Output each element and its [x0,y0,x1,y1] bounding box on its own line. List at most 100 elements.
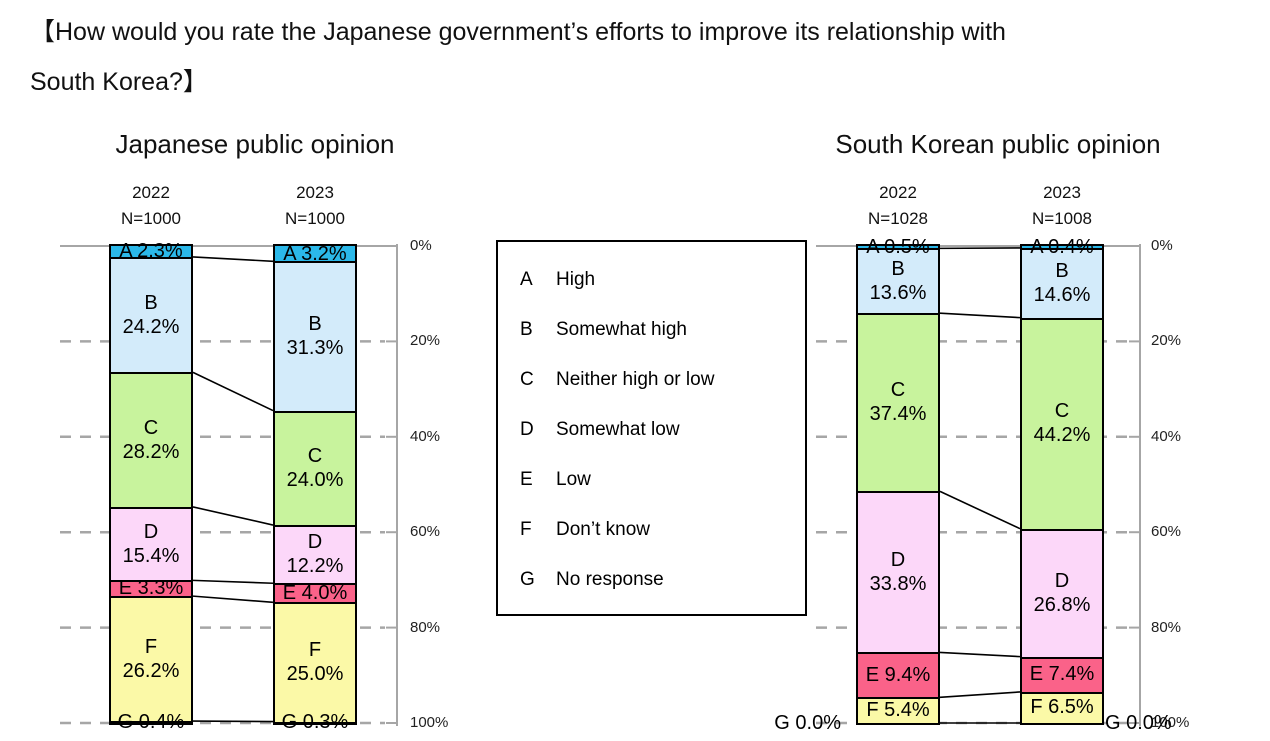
column-year: 2022 [879,183,917,202]
segment-C [1022,317,1102,529]
segment-F [111,596,191,722]
axis-tick-label: 0% [410,237,432,254]
legend-code: G [520,569,535,590]
segment-D [111,506,191,581]
axis-tick-label: 40% [410,427,441,445]
segment-label-D: D 33.8% [869,548,927,595]
legend-item-a: A High [520,255,805,305]
axis-tick-label: 60% [1151,523,1182,541]
connector-line [939,490,1021,530]
legend-item-b: B Somewhat high [520,305,805,355]
column-n: N=1000 [284,209,346,228]
japan-chart-title: Japanese public opinion [115,129,395,159]
segment-label-D: D 15.4% [122,520,180,567]
segment-A [275,246,355,262]
segment-label-A: A 0.5% [866,236,930,259]
connector-line [939,651,1021,658]
segment-label-F: F 26.2% [122,635,180,682]
connector-line [939,691,1021,699]
segment-label-E: E 7.4% [1029,663,1095,686]
legend-code: C [520,369,534,390]
legend-label: Somewhat low [556,419,680,440]
segment-label-E: E 9.4% [865,663,931,686]
segment-label-G: G 0.4% [117,711,185,734]
connector-line [192,371,274,412]
segment-F [1022,691,1102,723]
segment-label-C: C 37.4% [869,379,927,426]
segment-E [858,652,938,698]
column-n: N=1000 [120,209,182,228]
segment-E [111,580,191,597]
connector-line [192,579,274,585]
column-year: 2023 [296,183,334,202]
connector-line [192,506,274,526]
segment-label-B: B 14.6% [1033,259,1091,306]
stacked-bar-2023 [1020,244,1104,725]
page-title-line1: 【How would you rate the Japanese governm… [30,18,1006,46]
segment-F [275,602,355,722]
stacked-bar-2022 [109,244,193,725]
axis-tick-label: 0% [1151,237,1173,254]
segment-C [111,372,191,507]
segment-label-B: B 24.2% [122,291,180,338]
segment-label-A: A 2.3% [119,240,183,263]
stacked-bar-2022 [856,244,940,725]
segment-label-F: F 5.4% [866,699,930,722]
segment-label-E: E 3.3% [118,577,184,600]
segment-label-C: C 28.2% [122,416,180,463]
segment-label-E: E 4.0% [282,581,348,604]
legend-code: A [520,269,533,290]
axis-tick-label: 100% [1151,714,1190,731]
column-n: N=1028 [867,209,929,228]
legend-code: D [520,419,534,440]
connector-line [192,595,274,604]
segment-B [275,261,355,411]
legend-item-g: G No response [520,555,805,605]
segment-B [1022,247,1102,318]
segment-label-F: F 25.0% [286,638,344,685]
segment-label-F: F 6.5% [1030,696,1094,719]
legend-code: B [520,319,533,340]
korea-chart-title: South Korean public opinion [835,129,1161,159]
legend-label: Don’t know [556,519,650,540]
axis-tick-label: 60% [410,523,441,541]
segment-label-D: D 26.8% [1033,569,1091,616]
axis-tick-label: 20% [1151,332,1182,350]
segment-label-D: D 12.2% [286,531,344,578]
segment-label-C: C 24.0% [286,444,344,491]
segment-E [1022,656,1102,692]
legend-code: E [520,469,533,490]
segment-C [275,410,355,526]
legend-label: High [556,269,596,290]
segment-B [111,256,191,373]
legend-label: Low [556,469,591,490]
segment-A [858,246,938,249]
segment-D [858,491,938,653]
column-year: 2022 [132,183,170,202]
axis-tick-label: 80% [410,618,441,636]
g-label-outside: G 0.0% [774,712,841,734]
segment-F [858,697,938,723]
legend-item-e: E Low [520,455,805,505]
axis-tick-label: 80% [1151,618,1182,636]
legend-label: Somewhat high [556,319,687,340]
g-label-outside: G 0.0% [1105,712,1172,734]
axis-tick-label: 100% [410,714,449,731]
segment-A [111,246,191,257]
segment-label-B: B 13.6% [869,257,927,304]
page-title-line2: South Korea?】 [30,68,208,96]
column-n: N=1008 [1031,209,1093,228]
legend-label: Neither high or low [556,369,715,390]
legend-item-f: F Don’t know [520,505,805,555]
segment-label-G: G 0.3% [281,711,349,734]
axis-tick-label: 40% [1151,427,1182,445]
segment-B [858,248,938,314]
legend-box: A High B Somewhat high C Neither high or… [496,240,807,616]
column-year: 2023 [1043,183,1081,202]
segment-label-A: A 0.4% [1030,235,1094,258]
segment-E [275,583,355,603]
legend-item-d: D Somewhat low [520,405,805,455]
segment-label-B: B 31.3% [286,312,344,359]
segment-D [275,525,355,584]
